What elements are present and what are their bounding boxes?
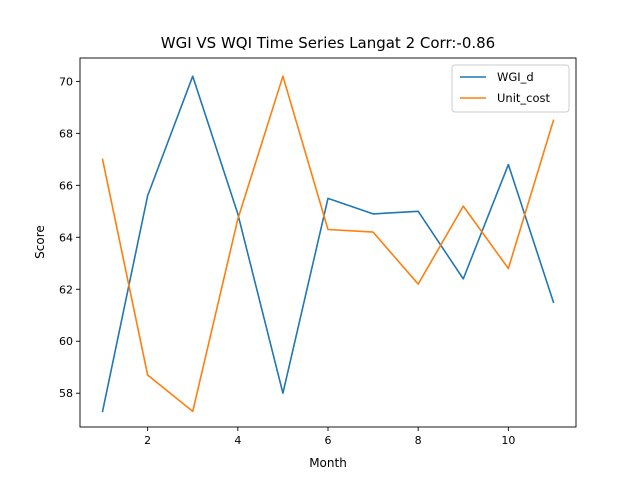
plot-area (80, 58, 576, 427)
plot-background (80, 58, 576, 427)
series-line-1 (101, 75, 555, 413)
y-tick-label: 66 (59, 179, 73, 192)
x-tick-label: 4 (234, 434, 241, 447)
y-tick-label: 58 (59, 387, 73, 400)
y-tick-label: 70 (59, 75, 73, 88)
series-lines (101, 75, 555, 413)
x-axis-label: Month (309, 456, 347, 470)
chart-title: WGI VS WQI Time Series Langat 2 Corr:-0.… (161, 34, 495, 52)
y-tick-label: 62 (59, 283, 73, 296)
x-tick-label: 6 (325, 434, 332, 447)
y-tick-label: 60 (59, 335, 73, 348)
y-tick-label: 64 (59, 231, 73, 244)
series-line-2 (101, 75, 555, 413)
x-tick-label: 8 (415, 434, 422, 447)
y-tick-label: 68 (59, 127, 73, 140)
y-axis-label: Score (33, 225, 47, 259)
legend: WGI_d Unit_cost (451, 64, 570, 113)
x-tick-label: 10 (501, 434, 515, 447)
legend-label-2: Unit_cost (497, 91, 551, 105)
legend-label-1: WGI_d (497, 70, 534, 84)
x-tick-label: 2 (144, 434, 151, 447)
